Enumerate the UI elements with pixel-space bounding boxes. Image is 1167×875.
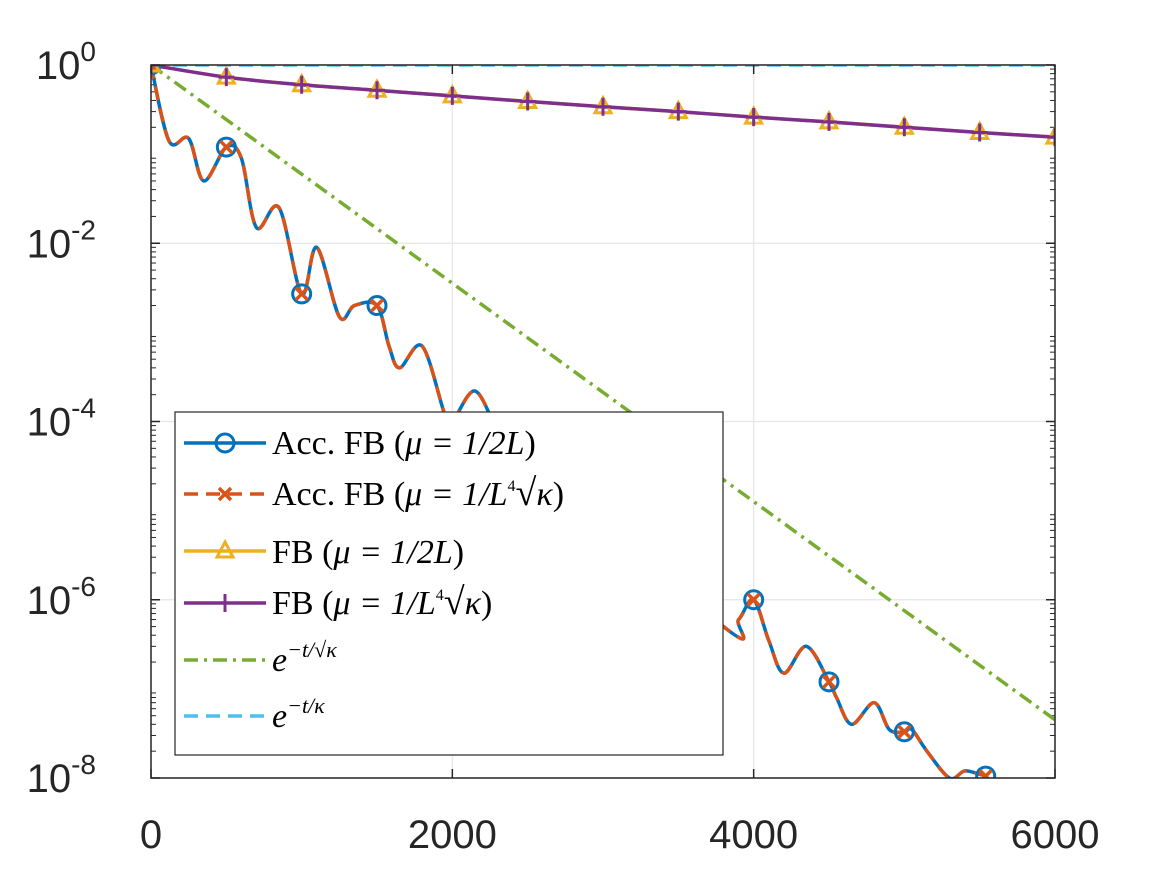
marker-fb-root	[896, 118, 913, 137]
series-layer	[151, 65, 1055, 778]
x-tick-label: 0	[140, 813, 162, 857]
minor-tick-marks	[151, 68, 1055, 752]
y-tick-label: 100	[36, 36, 96, 88]
legend-marker-acc-fb-root	[217, 486, 233, 502]
x-tick-label: 4000	[709, 813, 798, 857]
marker-fb-root	[293, 75, 310, 94]
marker-fb-root	[971, 123, 988, 142]
legend-box	[174, 411, 724, 756]
marker-acc-fb-root	[219, 139, 234, 155]
legend-marker-acc-fb-half	[214, 432, 236, 454]
marker-fb-root	[444, 86, 461, 105]
legend-label-acc-fb-root: Acc. FB (μ = 1/L4√κ)	[272, 472, 564, 514]
marker-acc-fb-root	[294, 286, 309, 302]
marker-acc-fb-root	[978, 768, 993, 778]
marker-acc-fb-root	[151, 65, 159, 73]
marker-fb-root	[369, 81, 385, 100]
x-axis-ticks: 0 2000 4000 6000	[140, 65, 1100, 857]
y-tick-label: 10-4	[27, 393, 96, 445]
legend-label-fb-root: FB (μ = 1/L4√κ)	[272, 581, 492, 623]
x-tick-label: 2000	[408, 813, 497, 857]
marker-fb-root	[218, 68, 235, 87]
marker-acc-fb-half	[291, 283, 313, 305]
legend-label-fb-half: FB (μ = 1/2L)	[272, 534, 464, 571]
legend-marker-fb-root	[217, 594, 233, 612]
marker-acc-fb-half	[893, 721, 915, 743]
marker-acc-fb-half	[215, 136, 237, 158]
legend-label-exp-sqrt-kappa: e−t/√κ	[272, 637, 337, 679]
marker-fb-root	[745, 108, 762, 127]
marker-acc-fb-root	[821, 674, 837, 690]
legend-label-exp-kappa: e−t/κ	[272, 693, 325, 735]
legend-samples	[184, 432, 266, 718]
y-tick-label: 10-8	[27, 749, 96, 801]
y-tick-label: 10-6	[27, 571, 96, 623]
marker-acc-fb-half	[743, 589, 765, 611]
marker-acc-fb-root	[897, 724, 912, 740]
marker-fb-root	[1047, 128, 1055, 147]
marker-acc-fb-half	[818, 671, 840, 693]
y-axis-ticks: 100 10-2 10-4 10-6 10-8	[27, 36, 1055, 801]
marker-fb-root	[821, 112, 837, 131]
marker-fb-root	[519, 92, 536, 111]
series-line-acc-fb-root	[151, 65, 987, 778]
marker-acc-fb-half	[366, 295, 388, 317]
x-tick-label: 6000	[1011, 813, 1100, 857]
legend: Acc. FB (μ = 1/2L) Acc. FB (μ = 1/L4√κ) …	[174, 411, 724, 756]
marker-fb-root	[670, 102, 687, 121]
y-tick-label: 10-2	[27, 214, 96, 266]
marker-acc-fb-half	[975, 765, 997, 778]
legend-marker-fb-half	[214, 538, 236, 559]
series-line-exp-sqrt-kappa	[151, 65, 1055, 722]
legend-label-acc-fb-half: Acc. FB (μ = 1/2L)	[272, 425, 536, 462]
marker-acc-fb-root	[369, 298, 385, 313]
marker-acc-fb-root	[746, 592, 761, 607]
marker-fb-root	[595, 97, 611, 116]
